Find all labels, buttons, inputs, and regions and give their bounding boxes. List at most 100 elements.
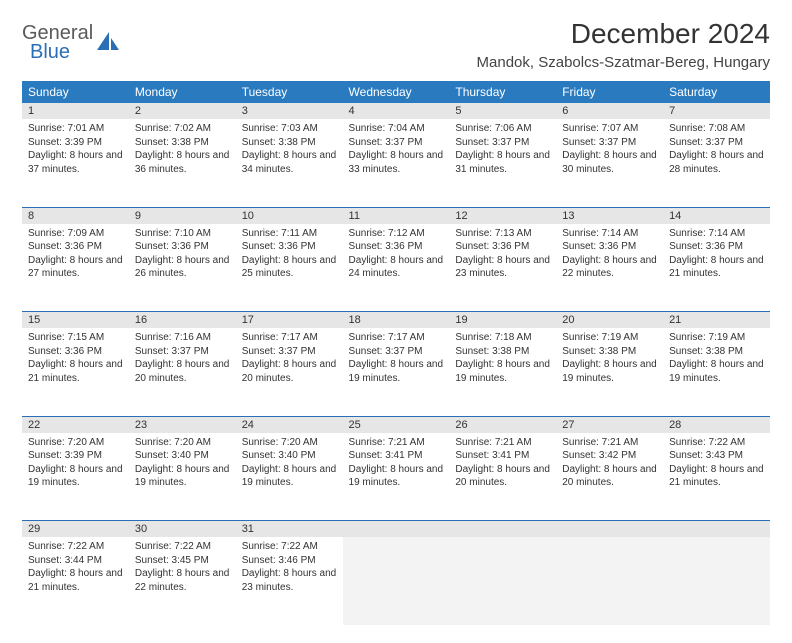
- sunrise-line: Sunrise: 7:17 AM: [242, 331, 337, 345]
- day-number-cell: [663, 521, 770, 538]
- week-row: Sunrise: 7:09 AMSunset: 3:36 PMDaylight:…: [22, 224, 770, 312]
- day-number-cell: 18: [343, 312, 450, 329]
- day-cell-body: Sunrise: 7:01 AMSunset: 3:39 PMDaylight:…: [22, 119, 129, 180]
- day-number: 15: [22, 312, 129, 328]
- sunrise-line: Sunrise: 7:19 AM: [669, 331, 764, 345]
- day-number: 22: [22, 417, 129, 433]
- weekday-header: Wednesday: [343, 81, 450, 103]
- sunset-line: Sunset: 3:38 PM: [562, 345, 657, 359]
- sunset-line: Sunset: 3:39 PM: [28, 449, 123, 463]
- day-cell-body: Sunrise: 7:15 AMSunset: 3:36 PMDaylight:…: [22, 328, 129, 389]
- day-cell: Sunrise: 7:16 AMSunset: 3:37 PMDaylight:…: [129, 328, 236, 416]
- day-number: 3: [236, 103, 343, 119]
- day-cell-body: Sunrise: 7:16 AMSunset: 3:37 PMDaylight:…: [129, 328, 236, 389]
- day-number-cell: [343, 521, 450, 538]
- day-number-cell: 25: [343, 416, 450, 433]
- day-number: 4: [343, 103, 450, 119]
- day-number-cell: 2: [129, 103, 236, 119]
- day-number: 1: [22, 103, 129, 119]
- daylight-line: Daylight: 8 hours and 24 minutes.: [349, 254, 444, 281]
- day-number: [449, 521, 556, 537]
- day-number-cell: 5: [449, 103, 556, 119]
- day-cell: Sunrise: 7:20 AMSunset: 3:40 PMDaylight:…: [236, 433, 343, 521]
- sunrise-line: Sunrise: 7:20 AM: [242, 436, 337, 450]
- day-number: 6: [556, 103, 663, 119]
- day-number: [343, 521, 450, 537]
- day-cell-body: Sunrise: 7:20 AMSunset: 3:40 PMDaylight:…: [236, 433, 343, 494]
- day-number-cell: 28: [663, 416, 770, 433]
- sunset-line: Sunset: 3:43 PM: [669, 449, 764, 463]
- day-number: 23: [129, 417, 236, 433]
- day-cell-body: Sunrise: 7:18 AMSunset: 3:38 PMDaylight:…: [449, 328, 556, 389]
- sunset-line: Sunset: 3:39 PM: [28, 136, 123, 150]
- day-cell-body: Sunrise: 7:19 AMSunset: 3:38 PMDaylight:…: [663, 328, 770, 389]
- brand-text-2: Blue: [30, 41, 93, 64]
- day-cell-body: Sunrise: 7:21 AMSunset: 3:42 PMDaylight:…: [556, 433, 663, 494]
- sunset-line: Sunset: 3:36 PM: [28, 240, 123, 254]
- sunrise-line: Sunrise: 7:07 AM: [562, 122, 657, 136]
- calendar-table: SundayMondayTuesdayWednesdayThursdayFrid…: [22, 81, 770, 625]
- day-cell-body: Sunrise: 7:13 AMSunset: 3:36 PMDaylight:…: [449, 224, 556, 285]
- sunset-line: Sunset: 3:46 PM: [242, 554, 337, 568]
- day-number: 7: [663, 103, 770, 119]
- daylight-line: Daylight: 8 hours and 20 minutes.: [242, 358, 337, 385]
- day-number: 14: [663, 208, 770, 224]
- sunset-line: Sunset: 3:44 PM: [28, 554, 123, 568]
- day-cell: Sunrise: 7:21 AMSunset: 3:42 PMDaylight:…: [556, 433, 663, 521]
- daylight-line: Daylight: 8 hours and 19 minutes.: [349, 358, 444, 385]
- day-cell-body: Sunrise: 7:09 AMSunset: 3:36 PMDaylight:…: [22, 224, 129, 285]
- day-cell: Sunrise: 7:09 AMSunset: 3:36 PMDaylight:…: [22, 224, 129, 312]
- day-number-cell: 3: [236, 103, 343, 119]
- sunrise-line: Sunrise: 7:22 AM: [669, 436, 764, 450]
- day-cell: Sunrise: 7:07 AMSunset: 3:37 PMDaylight:…: [556, 119, 663, 207]
- sunrise-line: Sunrise: 7:18 AM: [455, 331, 550, 345]
- sunset-line: Sunset: 3:36 PM: [455, 240, 550, 254]
- sunset-line: Sunset: 3:36 PM: [242, 240, 337, 254]
- day-cell: Sunrise: 7:10 AMSunset: 3:36 PMDaylight:…: [129, 224, 236, 312]
- sunset-line: Sunset: 3:38 PM: [669, 345, 764, 359]
- sunset-line: Sunset: 3:37 PM: [669, 136, 764, 150]
- sunrise-line: Sunrise: 7:22 AM: [242, 540, 337, 554]
- day-cell-body: Sunrise: 7:22 AMSunset: 3:45 PMDaylight:…: [129, 537, 236, 598]
- day-number: [556, 521, 663, 537]
- daylight-line: Daylight: 8 hours and 22 minutes.: [135, 567, 230, 594]
- day-cell: Sunrise: 7:06 AMSunset: 3:37 PMDaylight:…: [449, 119, 556, 207]
- day-cell: Sunrise: 7:01 AMSunset: 3:39 PMDaylight:…: [22, 119, 129, 207]
- day-number: 2: [129, 103, 236, 119]
- sunset-line: Sunset: 3:37 PM: [562, 136, 657, 150]
- day-number-cell: 16: [129, 312, 236, 329]
- daylight-line: Daylight: 8 hours and 25 minutes.: [242, 254, 337, 281]
- sunrise-line: Sunrise: 7:21 AM: [349, 436, 444, 450]
- day-cell: Sunrise: 7:20 AMSunset: 3:40 PMDaylight:…: [129, 433, 236, 521]
- day-number-cell: 30: [129, 521, 236, 538]
- sunrise-line: Sunrise: 7:21 AM: [455, 436, 550, 450]
- day-number-cell: [449, 521, 556, 538]
- daylight-line: Daylight: 8 hours and 21 minutes.: [28, 358, 123, 385]
- sunrise-line: Sunrise: 7:11 AM: [242, 227, 337, 241]
- sunset-line: Sunset: 3:36 PM: [562, 240, 657, 254]
- day-cell-body: Sunrise: 7:20 AMSunset: 3:40 PMDaylight:…: [129, 433, 236, 494]
- day-number-cell: 24: [236, 416, 343, 433]
- sunrise-line: Sunrise: 7:17 AM: [349, 331, 444, 345]
- day-number-cell: 23: [129, 416, 236, 433]
- sunset-line: Sunset: 3:37 PM: [455, 136, 550, 150]
- day-number: 5: [449, 103, 556, 119]
- header: General Blue December 2024 Mandok, Szabo…: [22, 18, 770, 71]
- daylight-line: Daylight: 8 hours and 21 minutes.: [669, 254, 764, 281]
- daylight-line: Daylight: 8 hours and 19 minutes.: [455, 358, 550, 385]
- day-number: 28: [663, 417, 770, 433]
- daylight-line: Daylight: 8 hours and 20 minutes.: [135, 358, 230, 385]
- sunset-line: Sunset: 3:41 PM: [455, 449, 550, 463]
- weekday-header: Saturday: [663, 81, 770, 103]
- day-number-cell: 13: [556, 207, 663, 224]
- sunrise-line: Sunrise: 7:08 AM: [669, 122, 764, 136]
- daylight-line: Daylight: 8 hours and 21 minutes.: [669, 463, 764, 490]
- day-cell-body: Sunrise: 7:22 AMSunset: 3:46 PMDaylight:…: [236, 537, 343, 598]
- daylight-line: Daylight: 8 hours and 33 minutes.: [349, 149, 444, 176]
- day-number: 29: [22, 521, 129, 537]
- day-number-cell: 29: [22, 521, 129, 538]
- day-number-row: 22232425262728: [22, 416, 770, 433]
- sunset-line: Sunset: 3:38 PM: [135, 136, 230, 150]
- sunrise-line: Sunrise: 7:06 AM: [455, 122, 550, 136]
- sail-icon: [95, 30, 121, 56]
